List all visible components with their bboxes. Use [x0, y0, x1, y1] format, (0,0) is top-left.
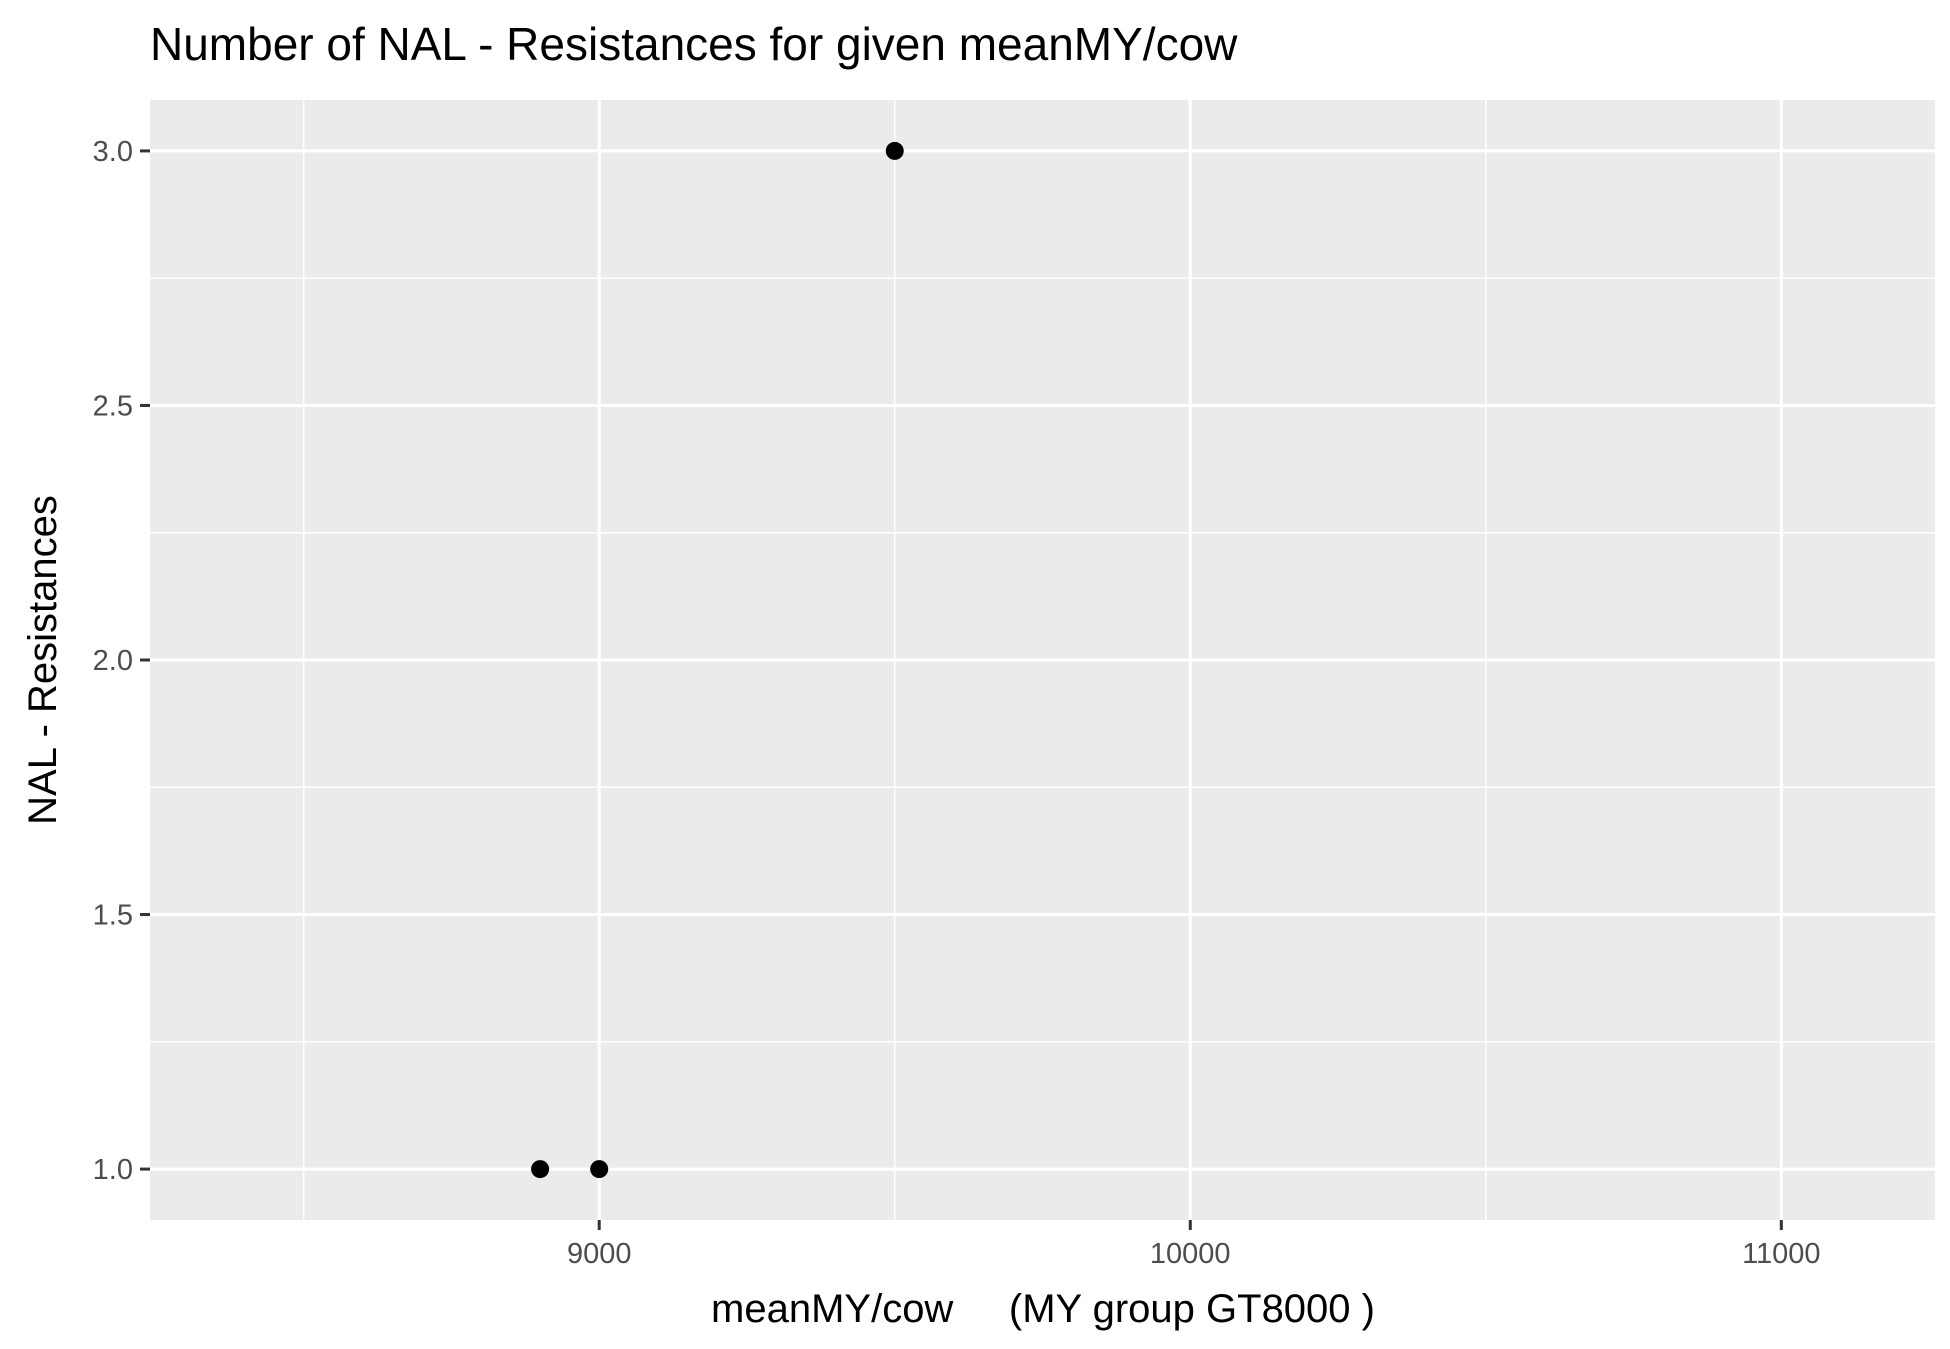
data-points	[531, 141, 904, 1179]
x-axis: 9000 10000 11000	[567, 1220, 1821, 1270]
major-gridlines	[150, 100, 1935, 1220]
y-tick-label: 1.0	[93, 1154, 133, 1186]
x-axis-title: meanMY/cow (MY group GT8000 )	[711, 1287, 1375, 1331]
x-tick-label: 9000	[567, 1238, 632, 1270]
y-tick-label: 2.0	[93, 645, 133, 677]
data-point	[885, 141, 904, 160]
data-point	[590, 1160, 609, 1179]
x-tick-label: 10000	[1150, 1238, 1231, 1270]
x-tick-label: 11000	[1742, 1238, 1821, 1270]
y-tick-label: 3.0	[93, 136, 133, 168]
y-axis-title: NAL - Resistances	[21, 495, 65, 825]
y-tick-label: 2.5	[93, 390, 133, 422]
y-tick-label: 1.5	[93, 900, 133, 932]
data-point	[531, 1160, 550, 1179]
y-axis: 1.0 1.5 2.0 2.5 3.0	[93, 136, 150, 1186]
chart-title: Number of NAL - Resistances for given me…	[150, 18, 1238, 70]
